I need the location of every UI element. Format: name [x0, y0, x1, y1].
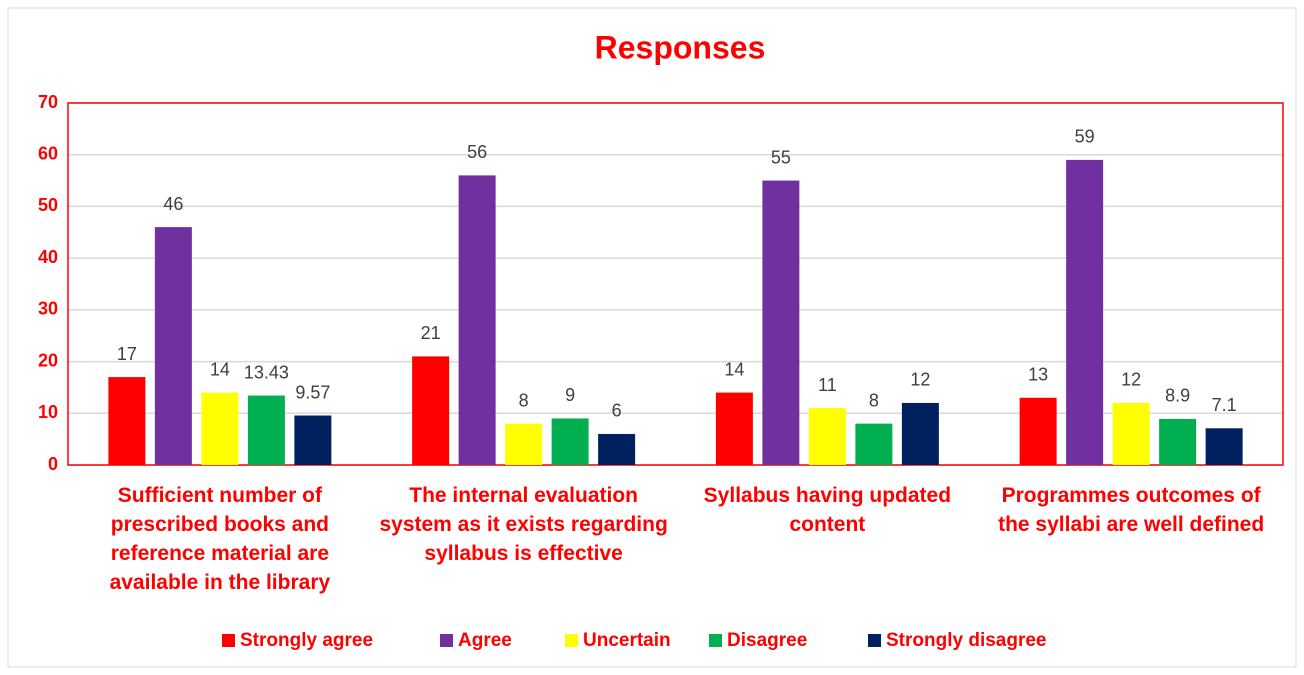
y-tick-label: 40	[38, 247, 58, 267]
plot-border	[67, 102, 1284, 466]
x-tick-label: The internal evaluation system as it exi…	[379, 484, 668, 565]
data-label: 7.1	[1212, 395, 1237, 415]
bar	[505, 423, 543, 465]
y-tick-label: 60	[38, 143, 58, 163]
legend-label: Strongly agree	[240, 630, 373, 651]
bar	[247, 395, 285, 465]
bar	[108, 377, 146, 465]
chart-title: Responses	[595, 29, 766, 65]
legend-swatch	[440, 634, 453, 647]
bar	[1066, 159, 1104, 465]
legend-swatch	[565, 634, 578, 647]
data-label: 21	[421, 323, 441, 343]
bar	[598, 433, 636, 465]
bar	[551, 418, 589, 465]
data-label: 17	[117, 344, 137, 364]
bar	[762, 180, 800, 466]
data-label: 12	[1121, 370, 1141, 390]
x-tick-label: Programmes outcomes of the syllabi are w…	[998, 484, 1265, 536]
data-label: 13.43	[244, 362, 289, 382]
bar	[1112, 402, 1150, 465]
bar	[855, 423, 893, 465]
legend-swatch	[868, 634, 881, 647]
bar	[458, 175, 496, 465]
bar	[808, 408, 846, 465]
legend-label: Uncertain	[583, 630, 671, 651]
y-tick-label: 0	[48, 454, 58, 474]
data-label: 9.57	[295, 382, 330, 402]
bar	[901, 402, 939, 465]
legend-label: Strongly disagree	[886, 630, 1047, 651]
y-tick-label: 50	[38, 195, 58, 215]
y-tick-label: 20	[38, 350, 58, 370]
data-label: 14	[724, 359, 744, 379]
bar	[1205, 428, 1243, 465]
data-label: 8.9	[1165, 386, 1190, 406]
bar	[201, 392, 239, 465]
legend-swatch	[709, 634, 722, 647]
y-tick-label: 10	[38, 402, 58, 422]
x-tick-label: Sufficient number of prescribed books an…	[109, 484, 331, 594]
data-label: 12	[910, 370, 930, 390]
bar	[412, 356, 450, 465]
data-label: 46	[163, 194, 183, 214]
y-tick-label: 30	[38, 299, 58, 319]
legend-label: Agree	[458, 630, 512, 651]
data-label: 8	[869, 390, 879, 410]
bar	[1159, 418, 1197, 465]
data-label: 8	[519, 390, 529, 410]
bar	[294, 415, 332, 465]
data-label: 56	[467, 142, 487, 162]
data-label: 55	[771, 147, 791, 167]
chart-border	[7, 7, 1297, 668]
x-tick-label: Syllabus having updated content	[703, 484, 952, 536]
data-label: 13	[1028, 365, 1048, 385]
data-label: 14	[210, 359, 230, 379]
bar	[1019, 397, 1057, 465]
data-label: 6	[612, 401, 622, 421]
y-tick-label: 70	[38, 92, 58, 112]
data-label: 11	[818, 375, 837, 395]
data-label: 59	[1075, 127, 1095, 147]
bar	[154, 227, 192, 465]
legend-label: Disagree	[727, 630, 807, 651]
legend-swatch	[222, 634, 235, 647]
bar	[715, 392, 753, 465]
data-label: 9	[565, 385, 575, 405]
